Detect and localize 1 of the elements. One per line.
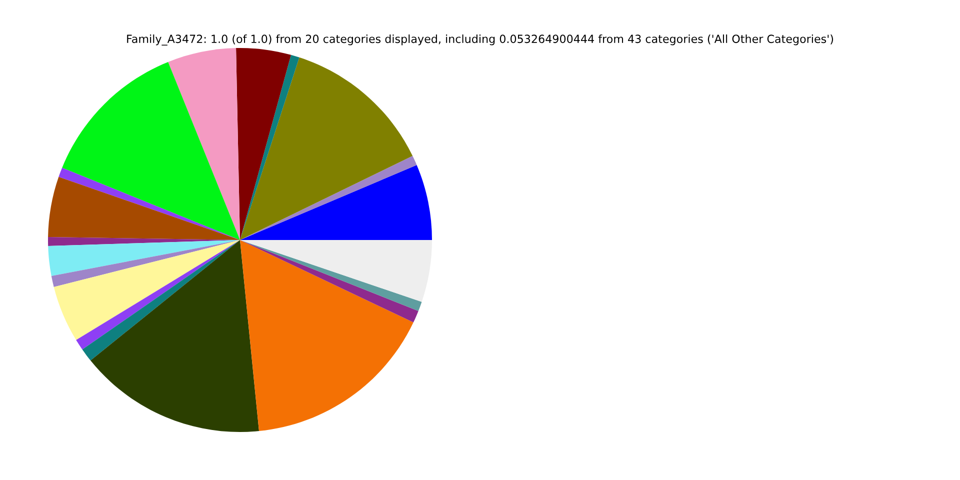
text: Family_A3472: 1.0 (of 1.0) from 20 categories displayed, including 0.053264900444 from 43 categories ('All Other Categories') — [127, 34, 834, 46]
